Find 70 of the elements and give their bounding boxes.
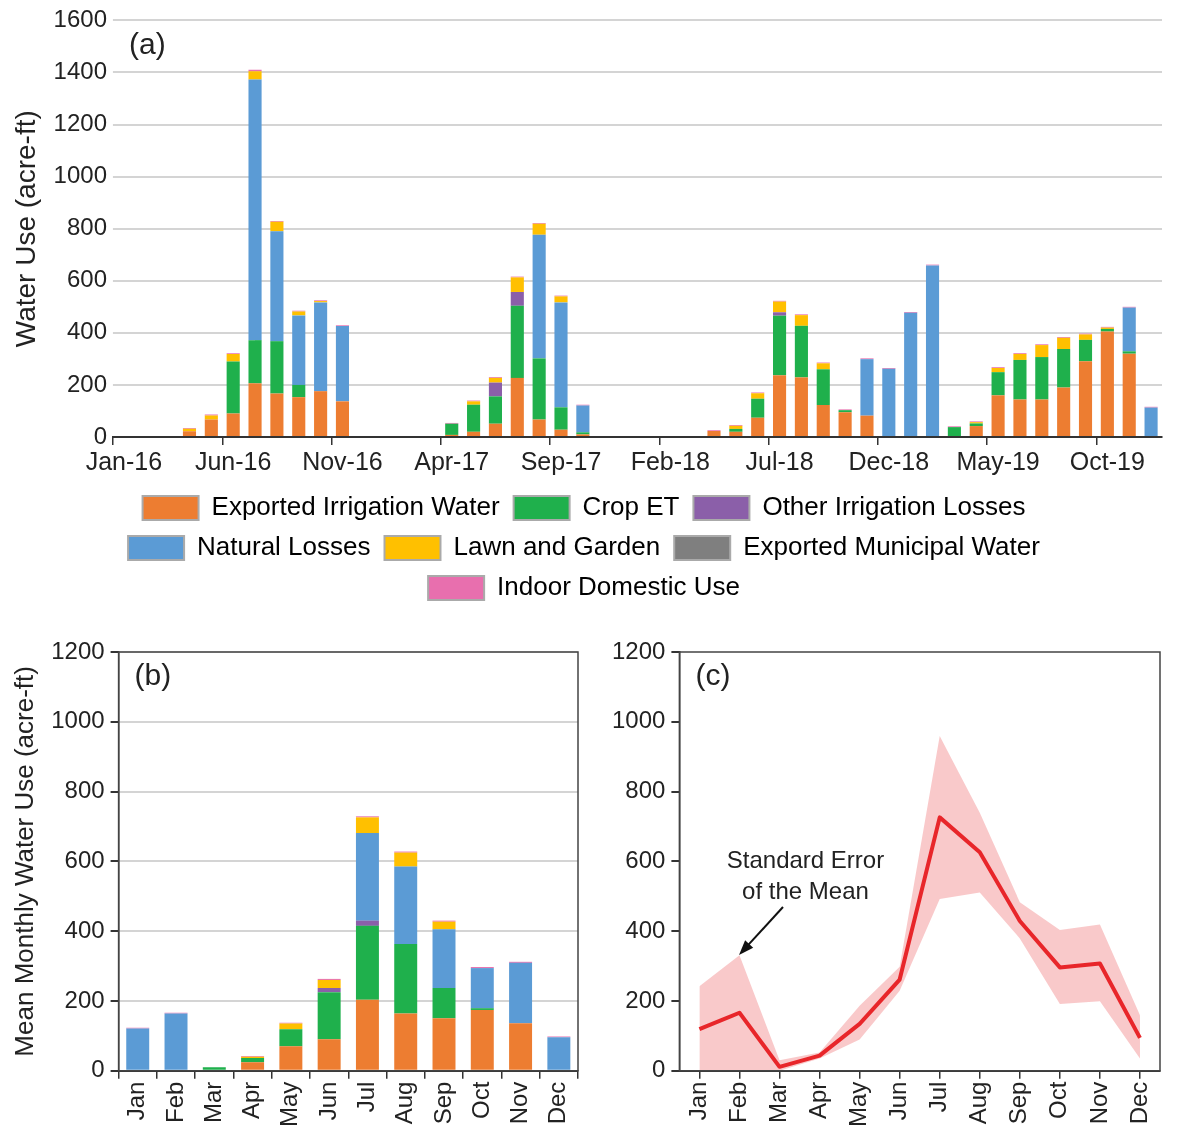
y-tick-label: 800	[625, 776, 666, 804]
annotation: Standard Error of the Mean	[726, 846, 885, 905]
x-tick-label: Mar	[764, 1081, 792, 1123]
y-tick-label: 1000	[53, 161, 107, 189]
x-tick-label: Jan	[684, 1081, 712, 1121]
y-tick-label: 1000	[51, 706, 105, 734]
annotation: (a)	[128, 26, 166, 60]
x-tick-label: Apr-17	[414, 446, 490, 475]
x-tick-label: Apr	[237, 1081, 265, 1120]
x-tick-label: Feb	[160, 1081, 188, 1124]
y-tick-label: 800	[64, 776, 105, 804]
y-tick-label: 800	[66, 213, 107, 241]
x-tick-label: Oct	[466, 1081, 494, 1119]
y-tick-label: 1600	[53, 5, 107, 33]
x-tick-label: Sep	[1004, 1081, 1032, 1125]
x-tick-label: May	[275, 1081, 303, 1127]
x-tick-label: Nov	[1084, 1081, 1112, 1125]
legend-label: Crop ET	[582, 491, 680, 522]
x-tick-label: Jan-16	[85, 446, 163, 475]
legend-label: Natural Losses	[197, 531, 371, 562]
x-tick-label: Feb	[724, 1081, 752, 1124]
x-tick-label: Mar	[198, 1081, 226, 1123]
x-tick-label: Sep-17	[520, 446, 602, 475]
x-tick-label: Jan	[122, 1081, 150, 1121]
x-tick-label: Apr	[804, 1081, 832, 1120]
x-tick-label: Aug	[964, 1081, 992, 1125]
y-tick-label: 200	[625, 985, 666, 1013]
y-tick-label: 1200	[53, 109, 107, 137]
y-tick-label: 600	[64, 845, 105, 873]
y-tick-label: 600	[66, 265, 107, 293]
x-tick-label: Nov	[505, 1081, 533, 1125]
x-tick-label: Dec	[543, 1081, 571, 1125]
y-tick-label: 0	[91, 1055, 105, 1083]
x-tick-label: Jul	[924, 1081, 952, 1113]
legend-label: Other Irrigation Losses	[762, 491, 1026, 522]
y-tick-label: 400	[66, 317, 107, 345]
x-tick-label: May-19	[956, 446, 1040, 475]
x-tick-label: Oct	[1044, 1081, 1072, 1119]
legend-label: Exported Municipal Water	[743, 531, 1041, 562]
x-tick-label: Jun-16	[194, 446, 272, 475]
y-tick-label: 1200	[612, 636, 666, 664]
x-tick-label: Jul-18	[745, 446, 814, 475]
y-tick-label: 1400	[53, 57, 107, 85]
y-tick-label: 0	[93, 421, 107, 449]
x-tick-label: Nov-16	[302, 446, 383, 475]
x-tick-label: Jun	[884, 1081, 912, 1121]
annotation: (c)	[695, 658, 731, 692]
y-axis-title: Water Use (acre-ft)	[9, 110, 41, 348]
x-tick-label: Jun	[313, 1081, 341, 1121]
x-tick-label: Aug	[390, 1081, 418, 1125]
y-tick-label: 1200	[51, 636, 105, 664]
y-tick-label: 200	[66, 369, 107, 397]
x-tick-label: Sep	[428, 1081, 456, 1125]
x-tick-label: Feb-18	[630, 446, 710, 475]
x-tick-label: Dec	[1124, 1081, 1152, 1125]
x-tick-label: Dec-18	[848, 446, 930, 475]
y-tick-label: 1000	[612, 706, 666, 734]
legend-label: Lawn and Garden	[453, 531, 661, 562]
y-tick-label: 400	[625, 915, 666, 943]
x-tick-label: Oct-19	[1069, 446, 1145, 475]
legend-label: Exported Irrigation Water	[211, 491, 500, 522]
y-tick-label: 200	[64, 985, 105, 1013]
y-tick-label: 400	[64, 915, 105, 943]
y-axis-title: Mean Monthly Water Use (acre-ft)	[8, 666, 39, 1057]
y-tick-label: 0	[652, 1055, 666, 1083]
legend-label: Indoor Domestic Use	[497, 571, 740, 602]
x-tick-label: May	[844, 1081, 872, 1127]
x-tick-label: Jul	[352, 1081, 380, 1113]
y-tick-label: 600	[625, 845, 666, 873]
annotation: (b)	[134, 658, 172, 692]
